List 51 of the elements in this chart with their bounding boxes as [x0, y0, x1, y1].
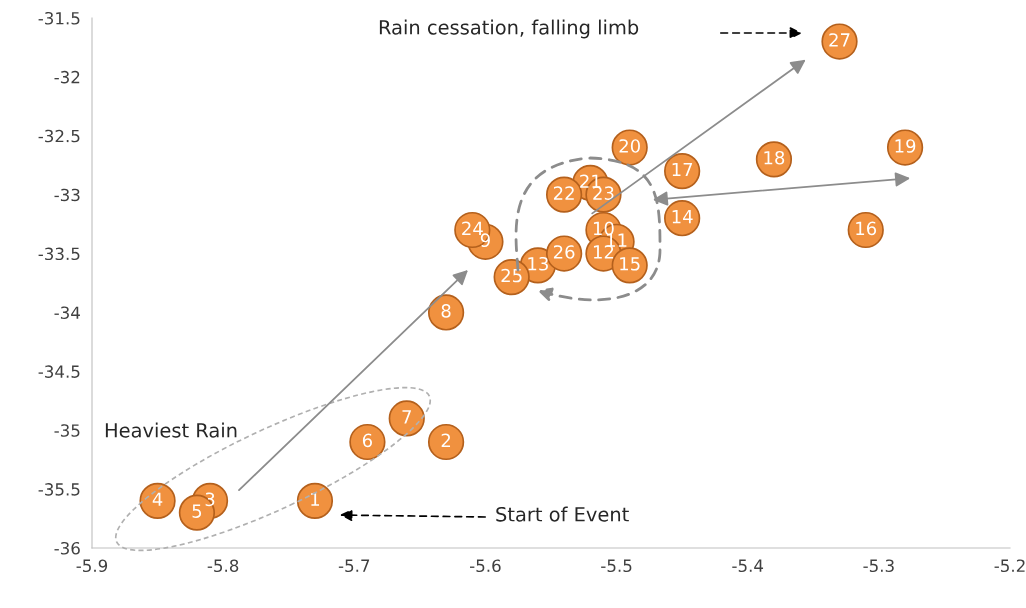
- point: [427, 294, 465, 331]
- annotation: 19: [895, 139, 916, 153]
- annotation: 23: [593, 186, 614, 200]
- y-tick-label: -33: [54, 188, 80, 202]
- y-tick-label: -35: [54, 424, 80, 437]
- annotation: 21: [580, 174, 601, 188]
- annotation: 20: [619, 139, 640, 153]
- annotation: 4: [152, 492, 163, 506]
- x-tick-label: -5.6: [469, 559, 501, 573]
- annotation: 14: [672, 210, 693, 224]
- annotation: 26: [553, 245, 575, 259]
- annotation: Start of Event: [496, 506, 629, 522]
- y-tick-label: -32: [54, 70, 80, 84]
- annotation: Heaviest Rain: [105, 422, 237, 438]
- annotation: 8: [441, 304, 451, 318]
- x-tick-label: -5.9: [76, 559, 108, 573]
- y-tick-label: -34: [54, 306, 80, 320]
- y-tick-label: -32.5: [38, 129, 80, 143]
- annotation: Rain cessation, falling limb: [379, 19, 639, 39]
- annotation: 15: [620, 257, 640, 271]
- annotation: 1: [311, 492, 320, 506]
- annotation: 2: [441, 433, 451, 447]
- y-tick-label: -31.5: [38, 11, 80, 25]
- x-tick-label: -5.7: [338, 559, 370, 573]
- x-tick-label: -5.3: [863, 559, 894, 573]
- point: [349, 423, 386, 461]
- annotation: 16: [856, 221, 877, 236]
- y-tick-label: -35.5: [38, 483, 80, 496]
- point: [296, 482, 334, 520]
- x-tick-label: -5.2: [994, 559, 1025, 573]
- x-tick-label: -5.8: [207, 559, 239, 573]
- x-tick-label: -5.5: [601, 559, 632, 573]
- x-tick-label: -5.4: [732, 559, 764, 573]
- annotation: 22: [553, 186, 574, 200]
- annotation: 5: [192, 504, 202, 518]
- y-tick-label: -36: [54, 541, 80, 555]
- annotation: 18: [764, 150, 785, 165]
- annotation: 27: [829, 33, 850, 47]
- annotation: 6: [362, 433, 373, 448]
- y-tick-label: -33.5: [38, 247, 80, 261]
- annotation: 17: [672, 162, 693, 177]
- annotation: 9: [480, 233, 490, 248]
- annotation: 7: [402, 410, 411, 424]
- point: [427, 423, 465, 461]
- annotation: 3: [205, 492, 215, 507]
- y-tick-label: -34.5: [38, 365, 80, 378]
- annotation: 25: [501, 268, 522, 283]
- annotation: 12: [593, 245, 614, 259]
- annotation: 24: [462, 221, 483, 235]
- annotation: 13: [528, 256, 548, 271]
- point: [388, 400, 425, 437]
